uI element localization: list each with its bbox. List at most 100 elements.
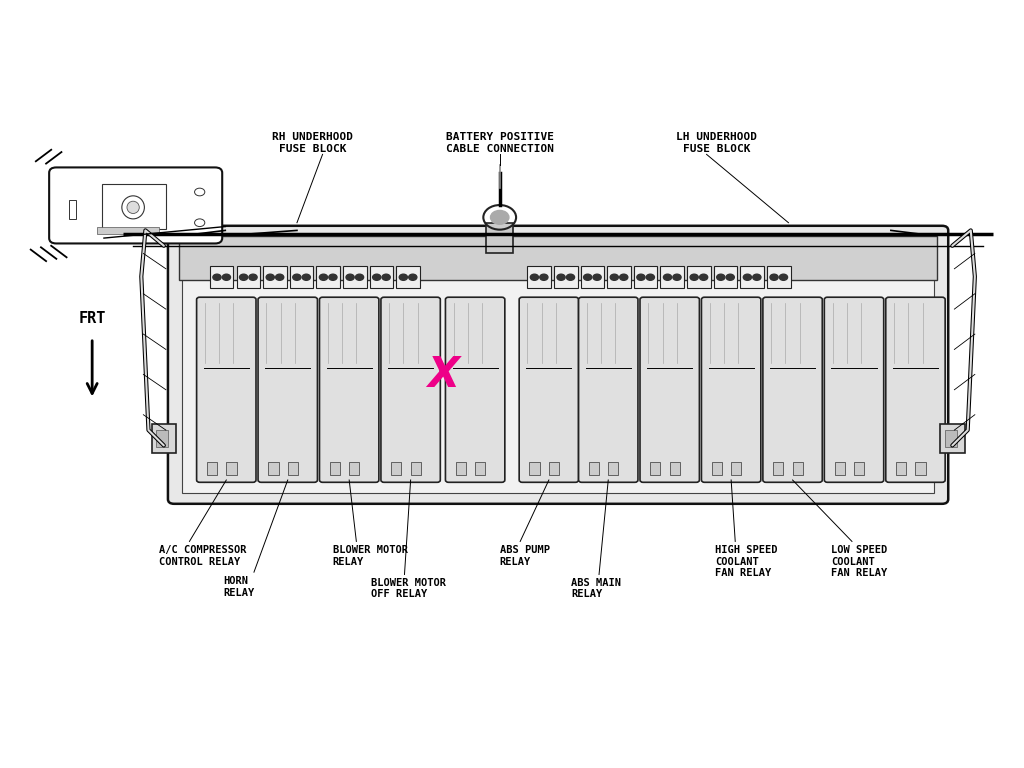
- Bar: [945, 430, 957, 447]
- Circle shape: [753, 274, 761, 280]
- Text: X: X: [427, 354, 460, 396]
- Circle shape: [409, 274, 417, 280]
- FancyBboxPatch shape: [579, 297, 638, 482]
- Bar: [634, 266, 657, 288]
- Circle shape: [213, 274, 221, 280]
- Circle shape: [293, 274, 301, 280]
- Bar: [687, 266, 711, 288]
- Text: A/C COMPRESSOR
CONTROL RELAY: A/C COMPRESSOR CONTROL RELAY: [159, 545, 246, 567]
- Circle shape: [610, 274, 618, 280]
- Text: FRT: FRT: [79, 311, 105, 326]
- Bar: [268, 462, 279, 475]
- Circle shape: [646, 274, 654, 280]
- Text: HORN
RELAY: HORN RELAY: [223, 576, 255, 598]
- FancyBboxPatch shape: [197, 297, 256, 482]
- Bar: [607, 266, 631, 288]
- Bar: [456, 462, 466, 475]
- Circle shape: [699, 274, 708, 280]
- FancyBboxPatch shape: [519, 297, 579, 482]
- Bar: [97, 227, 159, 234]
- FancyBboxPatch shape: [701, 297, 761, 482]
- Circle shape: [726, 274, 734, 280]
- Bar: [896, 462, 906, 475]
- Bar: [581, 266, 604, 288]
- Text: HIGH SPEED
COOLANT
FAN RELAY: HIGH SPEED COOLANT FAN RELAY: [715, 545, 777, 578]
- Text: BLOWER MOTOR
RELAY: BLOWER MOTOR RELAY: [333, 545, 408, 567]
- Bar: [290, 266, 313, 288]
- Bar: [915, 462, 926, 475]
- Bar: [69, 200, 76, 219]
- Bar: [527, 266, 551, 288]
- Bar: [179, 236, 937, 280]
- FancyBboxPatch shape: [640, 297, 699, 482]
- Bar: [589, 462, 599, 475]
- Bar: [475, 462, 485, 475]
- Bar: [773, 462, 783, 475]
- FancyBboxPatch shape: [824, 297, 884, 482]
- Text: BATTERY POSITIVE
CABLE CONNECTION: BATTERY POSITIVE CABLE CONNECTION: [445, 132, 554, 154]
- Circle shape: [355, 274, 364, 280]
- Circle shape: [240, 274, 248, 280]
- FancyBboxPatch shape: [319, 297, 379, 482]
- Bar: [207, 462, 217, 475]
- Bar: [237, 266, 260, 288]
- Bar: [712, 462, 722, 475]
- Bar: [343, 266, 367, 288]
- Circle shape: [620, 274, 628, 280]
- Circle shape: [530, 274, 539, 280]
- Text: LOW SPEED
COOLANT
FAN RELAY: LOW SPEED COOLANT FAN RELAY: [831, 545, 888, 578]
- Bar: [549, 462, 559, 475]
- Circle shape: [690, 274, 698, 280]
- Circle shape: [584, 274, 592, 280]
- Bar: [854, 462, 864, 475]
- Circle shape: [593, 274, 601, 280]
- Circle shape: [302, 274, 310, 280]
- Bar: [226, 462, 237, 475]
- Bar: [182, 244, 934, 493]
- Circle shape: [673, 274, 681, 280]
- Ellipse shape: [122, 196, 144, 219]
- Bar: [660, 266, 684, 288]
- Bar: [316, 266, 340, 288]
- Bar: [554, 266, 578, 288]
- FancyBboxPatch shape: [168, 226, 948, 504]
- Bar: [152, 424, 176, 453]
- Bar: [714, 266, 737, 288]
- Circle shape: [373, 274, 381, 280]
- Bar: [731, 462, 741, 475]
- Circle shape: [717, 274, 725, 280]
- Text: BLOWER MOTOR
OFF RELAY: BLOWER MOTOR OFF RELAY: [371, 578, 445, 599]
- Circle shape: [490, 210, 509, 224]
- Bar: [767, 266, 791, 288]
- Bar: [740, 266, 764, 288]
- Circle shape: [346, 274, 354, 280]
- Bar: [370, 266, 393, 288]
- Bar: [263, 266, 287, 288]
- Circle shape: [637, 274, 645, 280]
- Circle shape: [222, 274, 230, 280]
- Circle shape: [329, 274, 337, 280]
- Circle shape: [566, 274, 574, 280]
- Bar: [793, 462, 803, 475]
- Bar: [396, 266, 420, 288]
- Circle shape: [557, 274, 565, 280]
- FancyBboxPatch shape: [886, 297, 945, 482]
- Circle shape: [779, 274, 787, 280]
- Bar: [102, 184, 166, 229]
- FancyBboxPatch shape: [381, 297, 440, 482]
- Bar: [330, 462, 340, 475]
- Bar: [670, 462, 680, 475]
- Bar: [210, 266, 233, 288]
- Bar: [288, 462, 298, 475]
- FancyBboxPatch shape: [258, 297, 317, 482]
- Bar: [608, 462, 618, 475]
- Circle shape: [743, 274, 752, 280]
- FancyBboxPatch shape: [763, 297, 822, 482]
- Bar: [391, 462, 401, 475]
- Ellipse shape: [127, 201, 139, 214]
- Bar: [940, 424, 965, 453]
- Circle shape: [266, 274, 274, 280]
- Text: RH UNDERHOOD
FUSE BLOCK: RH UNDERHOOD FUSE BLOCK: [271, 132, 353, 154]
- Circle shape: [770, 274, 778, 280]
- Circle shape: [382, 274, 390, 280]
